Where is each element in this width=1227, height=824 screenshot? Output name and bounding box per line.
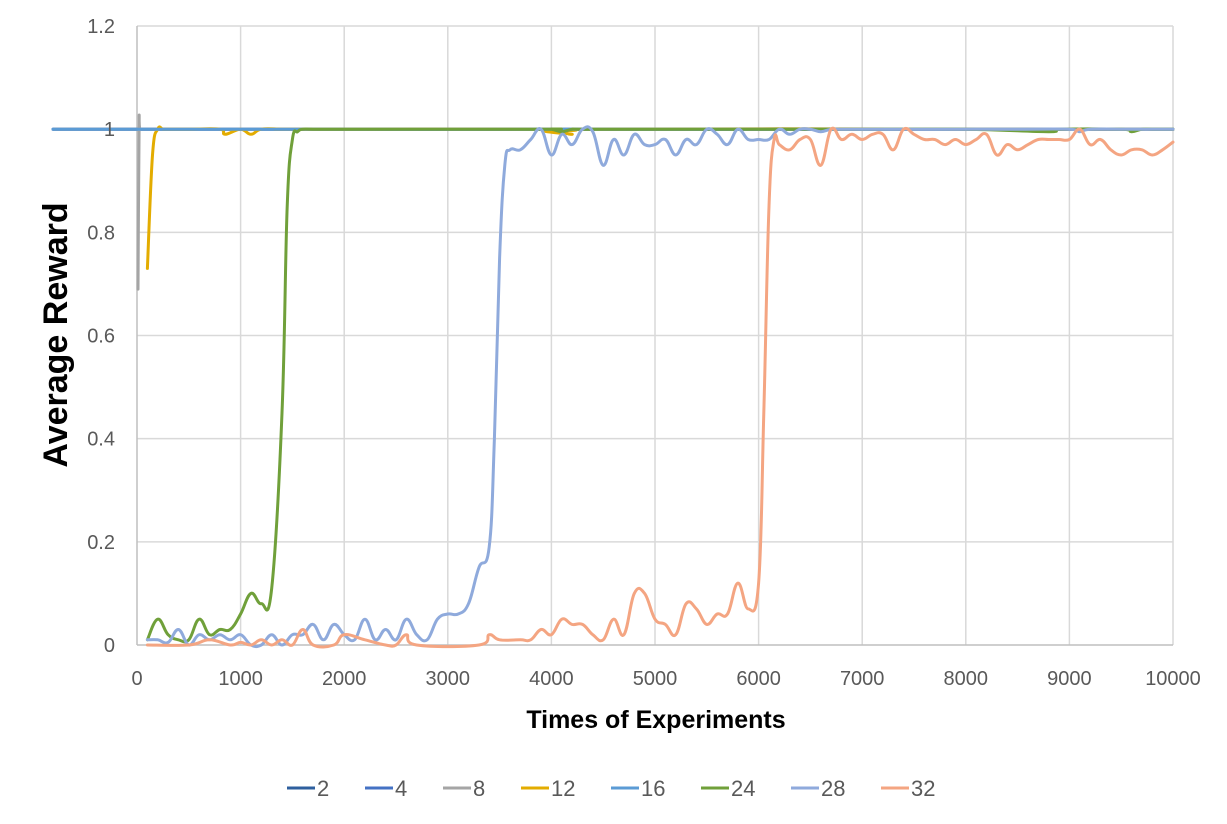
x-tick-label: 1000	[218, 668, 263, 690]
x-tick-label: 5000	[633, 668, 678, 690]
x-tick-label: 0	[131, 668, 142, 690]
legend: 2 4 8 12 16 24 28 32	[287, 776, 935, 801]
x-tick-label: 8000	[944, 668, 989, 690]
x-axis-label: Times of Experiments	[526, 706, 785, 734]
x-tick-label: 10000	[1145, 668, 1201, 690]
x-tick-label: 3000	[426, 668, 471, 690]
legend-label-8: 8	[473, 776, 485, 801]
tick-labels: 0 0.2 0.4 0.6 0.8 1 1.2 0 1000 2000 3000 4000 5000 60…	[87, 16, 1201, 690]
series-line-28	[145, 125, 1175, 649]
legend-label-16: 16	[641, 776, 665, 801]
x-tick-label: 4000	[529, 668, 574, 690]
legend-label-32: 32	[911, 776, 935, 801]
legend-label-12: 12	[551, 776, 575, 801]
y-tick-label: 1	[104, 119, 115, 141]
y-tick-label: 0	[104, 635, 115, 657]
y-tick-label: 0.4	[87, 429, 115, 451]
x-tick-label: 9000	[1047, 668, 1092, 690]
legend-label-4: 4	[395, 776, 407, 801]
x-tick-label: 2000	[322, 668, 367, 690]
series-line-24	[145, 127, 1175, 644]
y-tick-label: 0.8	[87, 222, 115, 244]
legend-label-28: 28	[821, 776, 845, 801]
y-tick-label: 1.2	[87, 16, 115, 38]
y-tick-label: 0.2	[87, 532, 115, 554]
series-lines	[51, 113, 1175, 649]
series-line-32	[145, 126, 1175, 649]
x-tick-label: 6000	[736, 668, 781, 690]
y-axis-label: Average Reward	[37, 202, 75, 467]
legend-label-2: 2	[317, 776, 329, 801]
x-tick-label: 7000	[840, 668, 885, 690]
legend-label-24: 24	[731, 776, 755, 801]
y-tick-label: 0.6	[87, 326, 115, 348]
gridlines	[137, 25, 1174, 645]
